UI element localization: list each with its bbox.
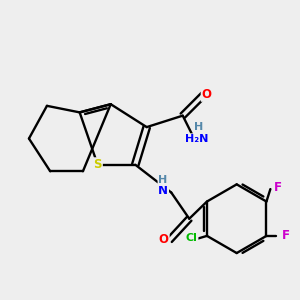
Text: N: N (158, 184, 168, 197)
Text: H₂N: H₂N (185, 134, 208, 144)
Text: S: S (93, 158, 102, 171)
Text: F: F (281, 230, 290, 242)
Text: H: H (158, 175, 168, 185)
Text: O: O (159, 233, 169, 247)
Text: Cl: Cl (186, 233, 197, 244)
Text: H: H (194, 122, 204, 132)
Text: O: O (202, 88, 212, 101)
Text: F: F (274, 181, 282, 194)
